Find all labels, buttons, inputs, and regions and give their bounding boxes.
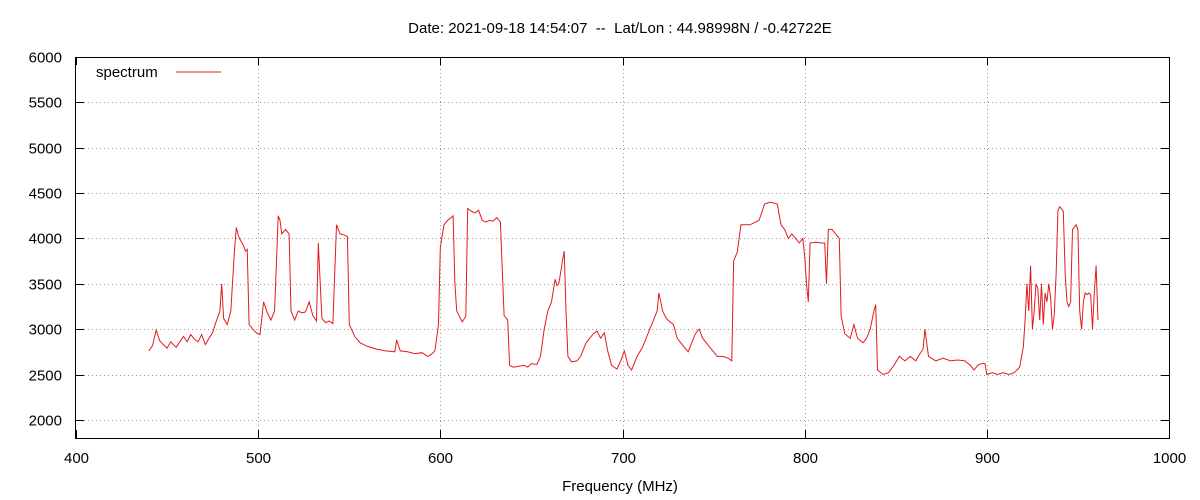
legend-label-spectrum: spectrum <box>96 64 158 81</box>
y-tick-label: 5500 <box>29 95 62 112</box>
x-tick-label: 1000 <box>1153 450 1186 467</box>
x-axis-label: Frequency (MHz) <box>562 478 678 495</box>
axis-ticks <box>76 57 1170 438</box>
x-tick-labels: 400 500 600 700 800 900 1000 <box>64 450 1186 467</box>
y-tick-label: 4500 <box>29 186 62 203</box>
y-tick-label: 3000 <box>29 322 62 339</box>
y-tick-label: 3500 <box>29 277 62 294</box>
y-tick-label: 5000 <box>29 141 62 158</box>
chart-title: Date: 2021-09-18 14:54:07 -- Lat/Lon : 4… <box>408 20 832 37</box>
grid-lines <box>76 57 1169 438</box>
legend: spectrum <box>96 64 221 81</box>
x-tick-label: 700 <box>611 450 636 467</box>
x-tick-label: 500 <box>246 450 271 467</box>
y-tick-label: 2000 <box>29 413 62 430</box>
x-tick-label: 600 <box>428 450 453 467</box>
y-tick-label: 4000 <box>29 231 62 248</box>
spectrum-series-line <box>148 201 1099 376</box>
x-tick-label: 400 <box>64 450 89 467</box>
x-tick-label: 900 <box>975 450 1000 467</box>
x-tick-label: 800 <box>793 450 818 467</box>
y-tick-label: 6000 <box>29 50 62 67</box>
y-tick-label: 2500 <box>29 368 62 385</box>
y-tick-labels: 2000 2500 3000 3500 4000 4500 5000 5500 6000 <box>29 50 62 430</box>
plot-frame <box>75 57 1170 439</box>
